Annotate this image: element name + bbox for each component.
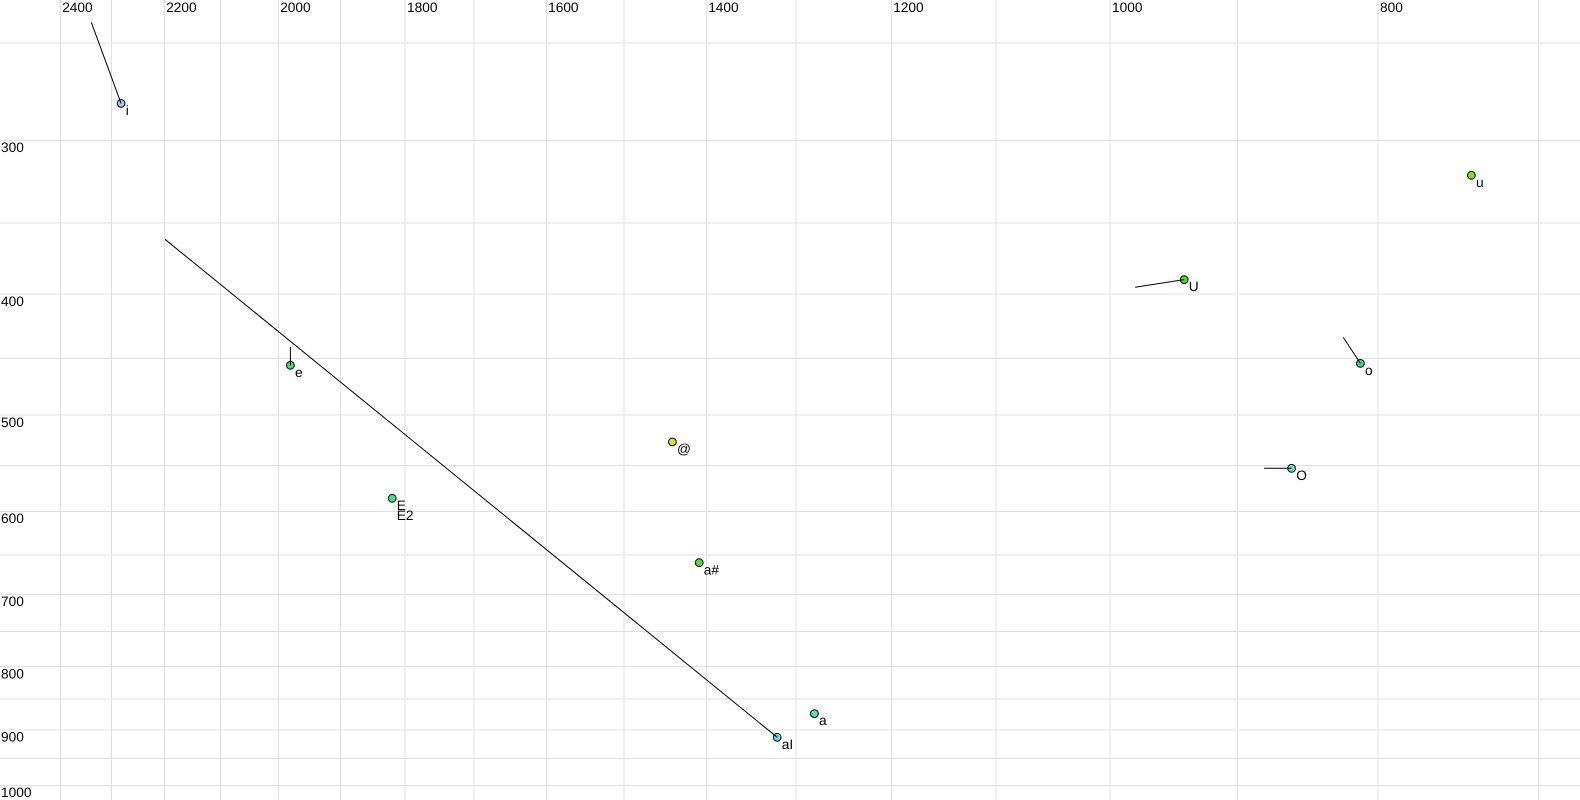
svg-text:2200: 2200 (166, 0, 197, 15)
svg-text:a: a (819, 713, 827, 728)
svg-text:800: 800 (1380, 0, 1403, 15)
svg-text:800: 800 (1, 666, 24, 681)
svg-text:1000: 1000 (1, 785, 32, 800)
svg-text:E2: E2 (397, 508, 414, 523)
svg-text:400: 400 (1, 294, 24, 309)
svg-text:E: E (397, 498, 406, 513)
svg-text:2000: 2000 (280, 0, 311, 15)
svg-text:300: 300 (1, 140, 24, 155)
svg-text:1800: 1800 (407, 0, 438, 15)
svg-text:@: @ (677, 442, 691, 457)
svg-text:i: i (126, 103, 129, 118)
svg-text:700: 700 (1, 594, 24, 609)
svg-text:e: e (295, 365, 303, 380)
svg-text:1200: 1200 (893, 0, 924, 15)
svg-text:600: 600 (1, 511, 24, 526)
svg-text:1000: 1000 (1112, 0, 1143, 15)
svg-text:a#: a# (704, 562, 720, 577)
svg-text:2400: 2400 (62, 0, 93, 15)
svg-text:O: O (1296, 468, 1307, 483)
svg-text:900: 900 (1, 730, 24, 745)
svg-text:aI: aI (782, 737, 793, 752)
svg-text:500: 500 (1, 415, 24, 430)
svg-text:1600: 1600 (548, 0, 579, 15)
svg-text:u: u (1476, 175, 1484, 190)
svg-text:1400: 1400 (708, 0, 739, 15)
svg-text:U: U (1189, 279, 1199, 294)
svg-text:o: o (1365, 363, 1373, 378)
